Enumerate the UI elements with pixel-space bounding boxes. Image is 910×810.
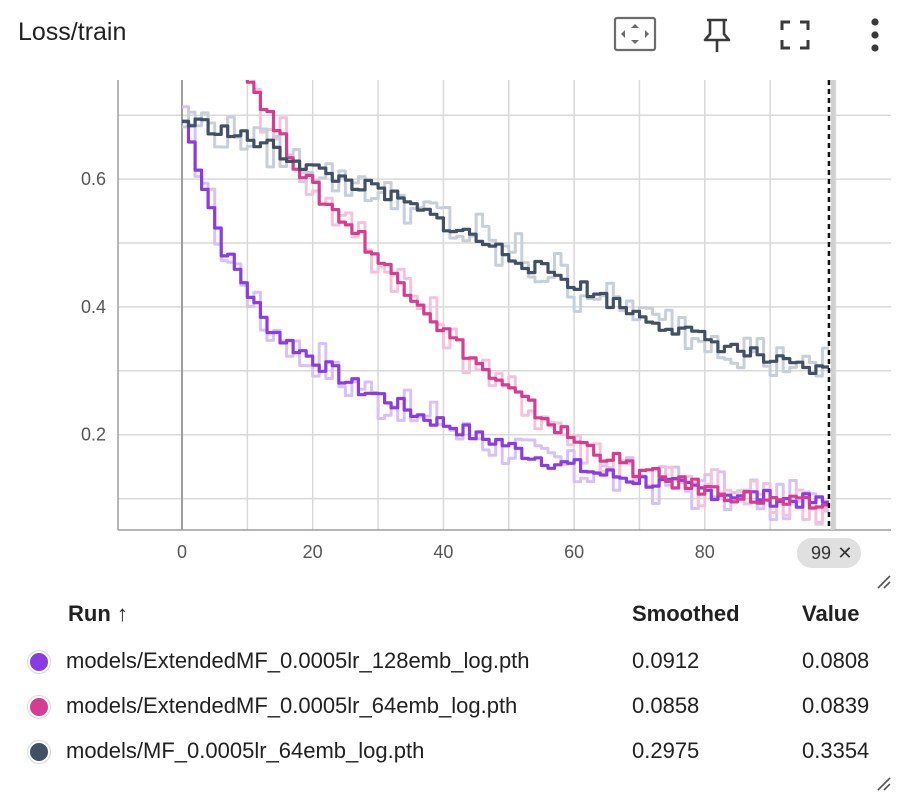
x-tick-label: 60 (564, 542, 584, 562)
table-row[interactable]: models/MF_0.0005lr_64emb_log.pth 0.2975 … (0, 733, 910, 771)
x-tick-label: 0 (177, 542, 187, 562)
tick-labels: 0 20 40 60 80 0.2 0.4 0.6 (81, 169, 715, 562)
raw-series-lines (182, 80, 829, 526)
run-name: models/ExtendedMF_0.0005lr_64emb_log.pth (66, 693, 518, 718)
card-title: Loss/train (18, 18, 127, 46)
chart-axes (117, 80, 891, 531)
raw-value: 0.0808 (802, 648, 870, 673)
x-tick-label: 40 (433, 542, 453, 562)
resize-icon (877, 777, 891, 791)
smoothed-series-lines (182, 80, 829, 510)
raw-value: 0.0839 (802, 693, 870, 718)
y-tick-label: 0.2 (81, 425, 106, 445)
smoothed-value: 0.0858 (632, 693, 700, 718)
step-cursor (827, 80, 835, 530)
pin-icon (703, 18, 731, 52)
smoothed-value: 0.0912 (632, 648, 700, 673)
card-toolbar (600, 12, 900, 58)
resize-icon (877, 575, 891, 589)
table-row[interactable]: models/ExtendedMF_0.0005lr_128emb_log.pt… (0, 643, 910, 681)
more-vert-icon (871, 18, 879, 52)
chart-grid (118, 80, 891, 530)
fit-domain-button[interactable] (612, 12, 658, 58)
x-tick-label: 20 (303, 542, 323, 562)
sort-arrow-icon: ↑ (116, 601, 128, 626)
smoothed-column-header[interactable]: Smoothed (632, 601, 740, 626)
y-tick-label: 0.4 (81, 297, 106, 317)
run-color-dot (28, 741, 50, 763)
fullscreen-button[interactable] (772, 12, 818, 58)
run-header-label: Run (68, 601, 111, 626)
table-resize-handle[interactable] (874, 774, 892, 792)
run-color-dot (28, 651, 50, 673)
smoothed-value: 0.2975 (632, 738, 700, 763)
fit-domain-icon (613, 16, 657, 52)
run-color-dot (28, 696, 50, 718)
raw-series-line (240, 80, 829, 526)
step-badge-close-icon: ✕ (837, 543, 852, 563)
table-row[interactable]: models/ExtendedMF_0.0005lr_64emb_log.pth… (0, 688, 910, 726)
chart-resize-handle[interactable] (874, 572, 892, 590)
run-name: models/MF_0.0005lr_64emb_log.pth (66, 738, 425, 763)
cursor-shadow (830, 80, 835, 530)
smoothed-series-line (245, 80, 829, 510)
step-badge-pill (796, 538, 861, 568)
raw-series-line (182, 110, 829, 378)
more-options-button[interactable] (852, 12, 898, 58)
raw-series-line (182, 105, 829, 524)
step-badge-label: 99 (811, 543, 831, 563)
y-tick-label: 0.6 (81, 169, 106, 189)
step-badge[interactable]: 99 ✕ (796, 538, 861, 568)
fullscreen-icon (780, 20, 810, 50)
pin-button[interactable] (694, 12, 740, 58)
raw-value: 0.3354 (802, 738, 870, 763)
run-name: models/ExtendedMF_0.0005lr_128emb_log.pt… (66, 648, 530, 673)
value-column-header[interactable]: Value (802, 601, 860, 626)
line-chart[interactable]: 0 20 40 60 80 0.2 0.4 0.6 99 ✕ (0, 0, 910, 600)
run-column-header[interactable]: Run ↑ (68, 601, 128, 627)
x-tick-label: 80 (695, 542, 715, 562)
smoothed-series-line (182, 117, 829, 375)
